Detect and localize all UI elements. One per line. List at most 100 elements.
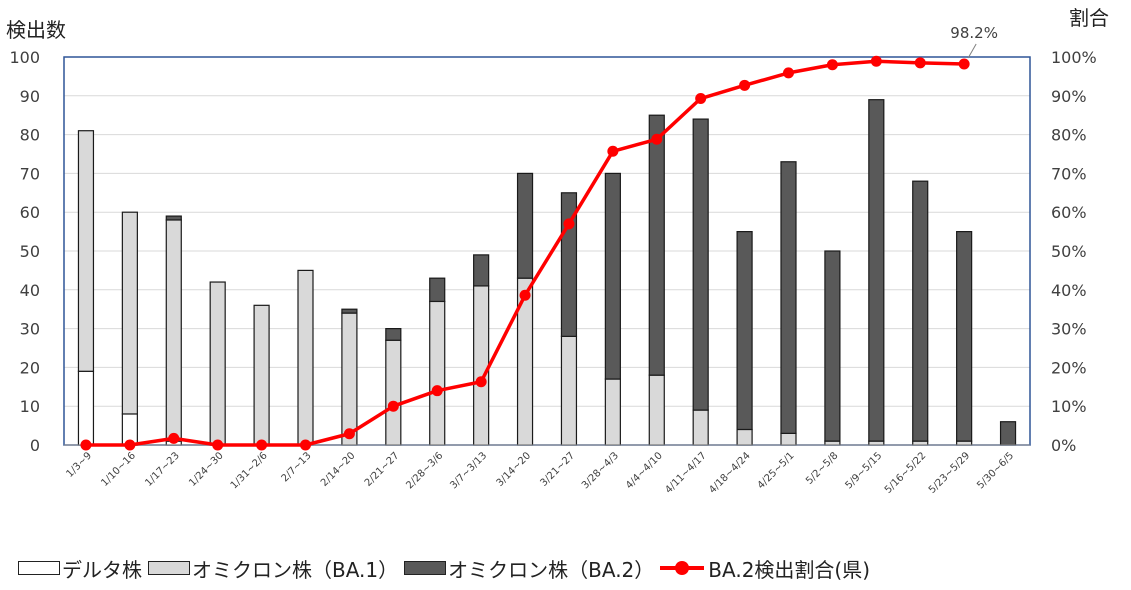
y-right-tick-label: 30%: [1051, 320, 1087, 339]
ratio-point: [168, 432, 180, 444]
bar-ba2: [385, 328, 402, 341]
ratio-point: [519, 289, 531, 301]
bar-ba2: [429, 277, 446, 303]
legend-swatch-ba1: [148, 561, 190, 575]
bar-ba1: [780, 432, 797, 446]
ratio-point: [124, 439, 136, 451]
x-tick-label: 5/9~5/15: [843, 450, 884, 491]
legend-label-ba1: オミクロン株（BA.1）: [192, 557, 399, 582]
y-right-tick-label: 60%: [1051, 203, 1087, 222]
bar-ba2: [824, 250, 841, 442]
annotation-label: 98.2%: [950, 24, 998, 42]
x-tick-label: 3/21~27: [538, 450, 577, 489]
y-axis-right-title: 割合: [1069, 6, 1109, 30]
legend-swatch-ba2: [404, 561, 447, 575]
x-tick-label: 2/14~20: [319, 450, 358, 489]
y-right-tick-label: 10%: [1051, 397, 1087, 416]
ratio-point: [431, 385, 443, 397]
y-left-tick-label: 40: [20, 281, 40, 300]
ratio-point: [343, 428, 355, 440]
bar-ba1: [385, 339, 402, 446]
bar-ba2: [516, 172, 534, 279]
bar-ba2: [473, 254, 490, 287]
x-tick-label: 5/30~6/5: [975, 450, 1016, 491]
ratio-point: [958, 58, 970, 70]
x-tick-label: 1/24~30: [187, 450, 226, 489]
legend-label-ba2: オミクロン株（BA.2）: [448, 557, 655, 582]
x-tick-label: 1/17~23: [143, 450, 182, 489]
y-left-tick-label: 20: [20, 358, 40, 377]
bar-ba2: [165, 215, 182, 221]
y-right-tick-label: 90%: [1051, 87, 1087, 106]
ratio-point: [914, 57, 926, 69]
y-left-tick-label: 10: [20, 397, 40, 416]
x-tick-label: 2/7~13: [280, 450, 314, 484]
y-left-tick-label: 100: [9, 48, 40, 67]
ratio-point: [387, 400, 399, 412]
bar-ba2: [736, 231, 753, 431]
x-tick-label: 2/21~27: [363, 450, 402, 489]
bar-ba1: [648, 374, 665, 446]
y-right-tick-label: 70%: [1051, 164, 1087, 183]
x-tick-label: 4/25~5/1: [756, 450, 797, 491]
y-left-tick-label: 90: [20, 87, 40, 106]
bar-ba1: [121, 211, 138, 415]
ratio-point: [212, 439, 224, 451]
y-right-tick-label: 40%: [1051, 281, 1087, 300]
bar-ba1: [165, 219, 182, 442]
ratio-point: [563, 218, 575, 230]
y-left-tick-label: 70: [20, 164, 40, 183]
bar-ba1: [736, 428, 753, 446]
bar-ba1: [297, 269, 314, 446]
x-tick-label: 1/10~16: [99, 450, 138, 489]
bar-ba1: [560, 335, 578, 446]
annotation-leader: [967, 43, 977, 59]
bar-ba1: [429, 300, 446, 446]
y-left-tick-label: 50: [20, 242, 40, 261]
x-tick-label: 3/7~3/13: [448, 450, 489, 491]
legend-item-ba2-ratio: BA.2検出割合(県): [660, 554, 870, 583]
x-tick-label: 5/23~5/29: [927, 450, 972, 495]
y-right-tick-label: 0%: [1051, 436, 1076, 455]
bar-ba2: [912, 180, 929, 442]
bar-ba1: [77, 130, 95, 372]
y-right-tick-label: 80%: [1051, 126, 1087, 145]
x-tick-label: 3/28~4/3: [580, 450, 621, 491]
ratio-point: [783, 67, 794, 79]
bar-ba1: [692, 409, 709, 446]
ratio-point: [739, 79, 751, 91]
bar-ba1: [473, 285, 490, 446]
ratio-point: [475, 376, 487, 388]
ratio-point: [300, 439, 311, 451]
bar-ba2: [999, 421, 1017, 446]
x-tick-label: 1/31~2/6: [229, 450, 270, 491]
legend-label-delta: デルタ株: [62, 557, 142, 582]
y-left-tick-label: 30: [20, 320, 40, 339]
y-left-tick-label: 80: [20, 126, 40, 145]
y-axis-left-title: 検出数: [6, 18, 66, 42]
ratio-point: [695, 93, 707, 105]
x-tick-label: 5/16~5/22: [883, 450, 928, 495]
y-right-tick-label: 100%: [1051, 48, 1097, 67]
ratio-point: [256, 439, 268, 451]
x-tick-label: 4/11~4/17: [663, 450, 708, 495]
x-tick-label: 2/28~3/6: [404, 450, 445, 491]
legend-label-ba2-ratio: BA.2検出割合(県): [708, 557, 871, 582]
bar-ba2: [648, 114, 665, 376]
y-right-tick-label: 50%: [1051, 242, 1087, 261]
legend-swatch-delta: [18, 561, 60, 575]
bar-ba1: [341, 312, 358, 446]
bar-delta: [77, 370, 95, 446]
x-tick-label: 1/3~9: [64, 450, 94, 480]
y-left-tick-label: 0: [30, 436, 40, 455]
ratio-point: [826, 59, 838, 71]
y-right-tick-label: 20%: [1051, 358, 1087, 377]
bar-ba2: [780, 161, 797, 434]
ratio-point: [80, 439, 92, 451]
x-tick-label: 4/4~4/10: [624, 450, 665, 491]
bar-ba1: [604, 378, 621, 446]
legend: デルタ株 オミクロン株（BA.1） オミクロン株（BA.2） BA.2検出割合(…: [18, 553, 876, 583]
legend-item-ba1: オミクロン株（BA.1）: [148, 554, 398, 583]
x-tick-label: 3/14~20: [495, 450, 534, 489]
